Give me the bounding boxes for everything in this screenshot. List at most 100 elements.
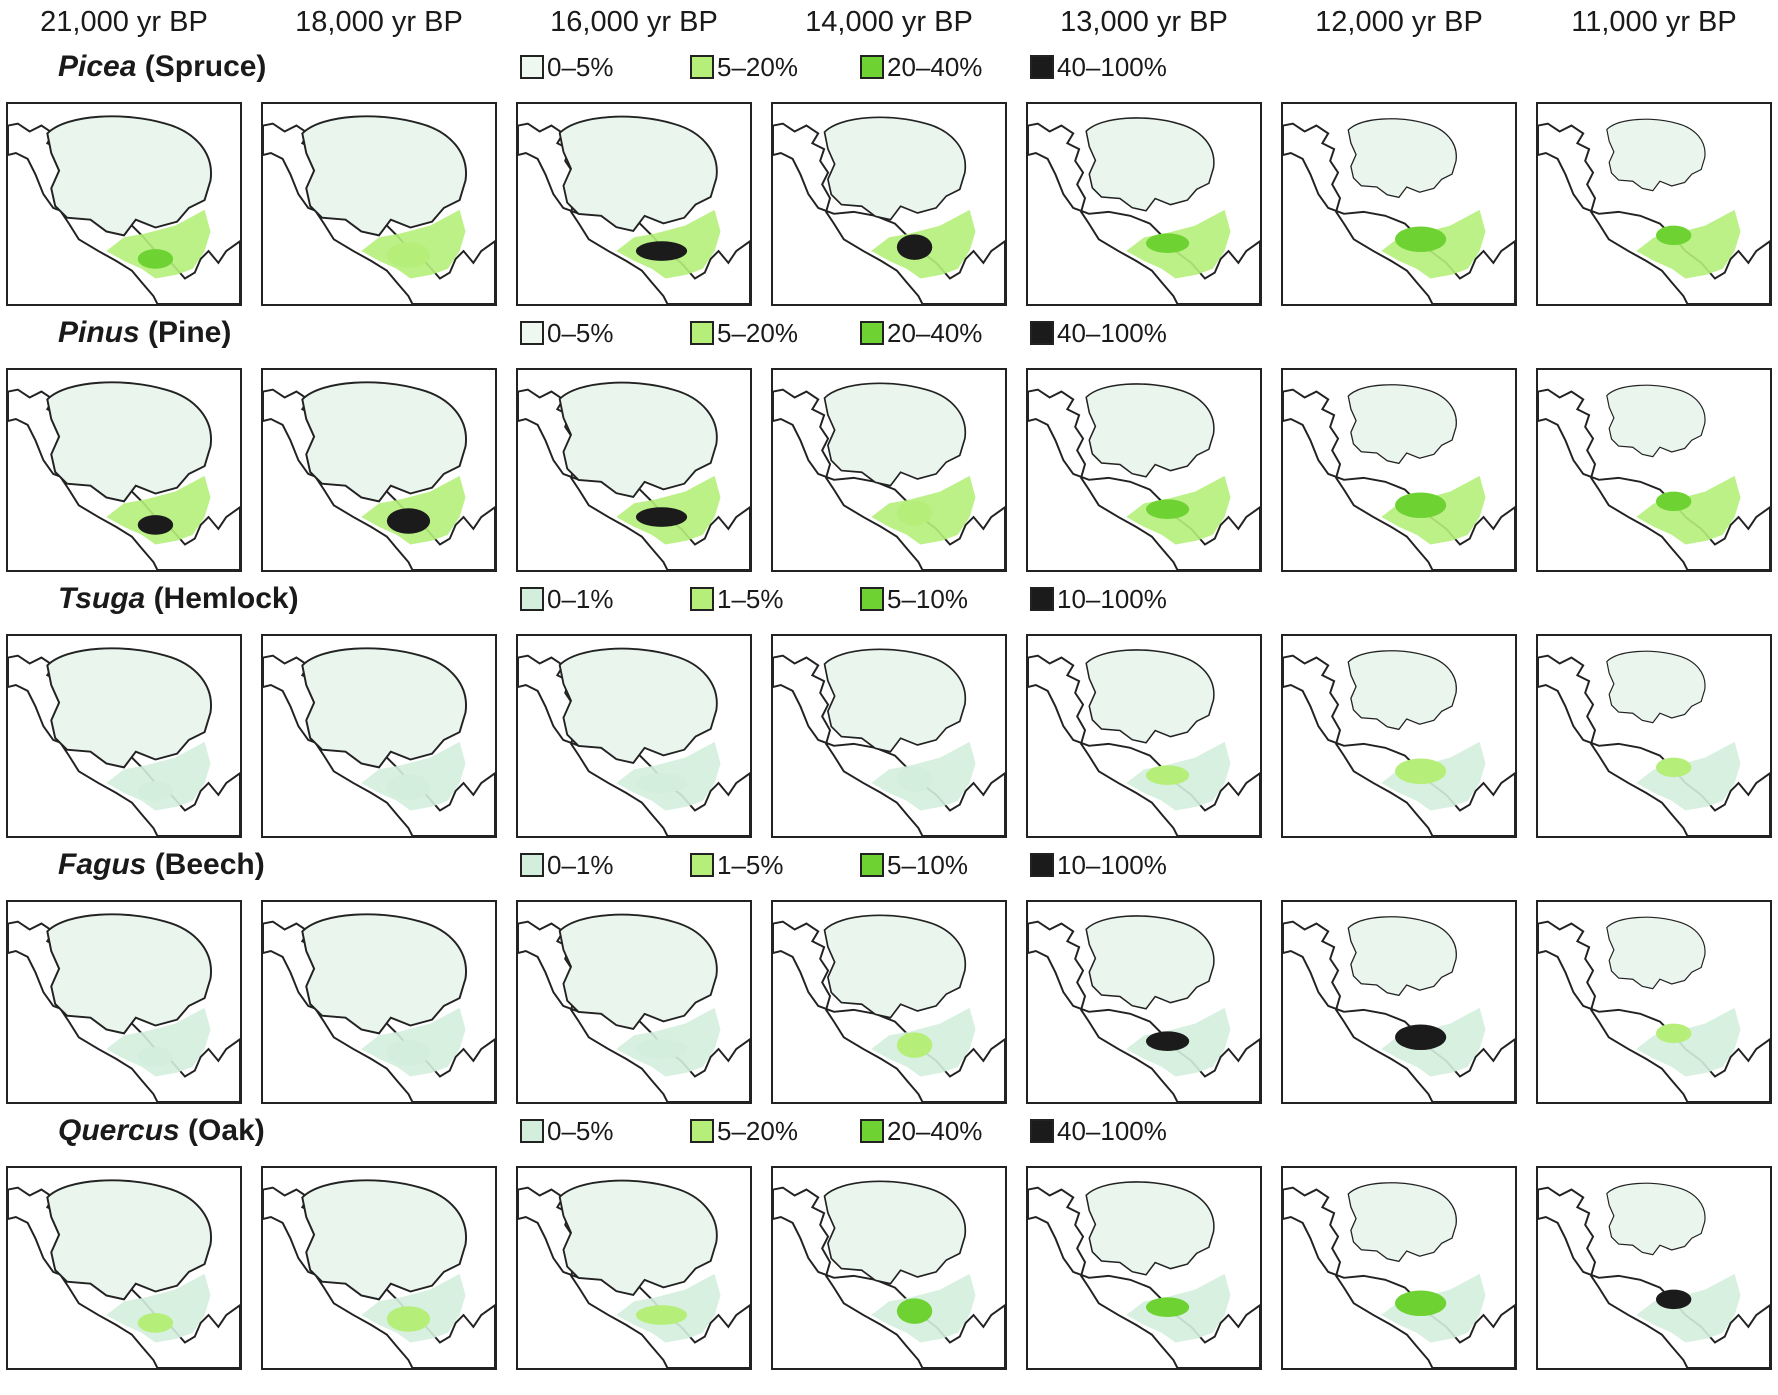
continent-outline	[1538, 388, 1770, 570]
north-america-map	[263, 902, 495, 1102]
map-panel	[1281, 900, 1517, 1104]
north-america-map	[8, 370, 240, 570]
pollen-range-low	[1636, 209, 1741, 279]
north-america-map	[1283, 1168, 1515, 1368]
pollen-range-core	[137, 249, 174, 269]
legend-label: 20–40%	[887, 1115, 983, 1146]
ice-sheet	[1347, 650, 1457, 731]
map-panel	[1281, 102, 1517, 306]
legend-swatch	[860, 853, 884, 877]
continent-outline	[1028, 122, 1260, 304]
legend-label: 40–100%	[1057, 317, 1167, 348]
north-america-map	[263, 370, 495, 570]
legend-item: 20–40%	[860, 318, 982, 348]
north-america-map	[773, 1168, 1005, 1368]
north-america-map	[773, 370, 1005, 570]
map-panel	[1026, 634, 1262, 838]
continent-outline	[1283, 654, 1515, 836]
ice-sheet	[1085, 383, 1215, 478]
north-america-map	[1283, 902, 1515, 1102]
continent-outline	[1283, 1186, 1515, 1368]
taxon-title: Quercus (Oak)	[58, 1114, 265, 1148]
legend-swatch	[690, 853, 714, 877]
map-panel	[1026, 900, 1262, 1104]
ice-sheet	[1347, 118, 1457, 199]
legend-swatch	[520, 1119, 544, 1143]
pollen-range-low	[106, 1273, 211, 1343]
map-panel	[261, 1166, 497, 1370]
legend-item: 0–1%	[520, 584, 614, 614]
legend-label: 5–20%	[717, 51, 798, 82]
ice-sheet	[301, 381, 467, 503]
continent-outline	[1283, 388, 1515, 570]
ice-sheet	[558, 381, 718, 498]
north-america-map	[1283, 104, 1515, 304]
map-panel	[1536, 634, 1772, 838]
north-america-map	[518, 370, 750, 570]
map-panel	[6, 900, 242, 1104]
column-header: 16,000 yr BP	[550, 6, 718, 38]
map-panel	[261, 102, 497, 306]
map-panel	[261, 634, 497, 838]
pollen-range-core	[896, 1298, 933, 1324]
map-panel	[771, 368, 1007, 572]
pollen-range-core	[1655, 491, 1692, 512]
continent-outline	[1538, 1186, 1770, 1368]
column-header: 12,000 yr BP	[1315, 6, 1483, 38]
taxon-genus: Tsuga	[58, 582, 146, 615]
pollen-range-core	[635, 1305, 688, 1325]
north-america-map	[773, 902, 1005, 1102]
ice-sheet	[46, 647, 212, 769]
legend-swatch	[1030, 321, 1054, 345]
north-america-map	[263, 1168, 495, 1368]
legend-label: 10–100%	[1057, 849, 1167, 880]
continent-outline	[1538, 920, 1770, 1102]
pollen-range-core	[137, 1313, 174, 1333]
legend-label: 10–100%	[1057, 583, 1167, 614]
legend-label: 1–5%	[717, 583, 784, 614]
pollen-range-low	[106, 1007, 211, 1077]
legend-item: 40–100%	[1030, 1116, 1167, 1146]
continent-outline	[1028, 1186, 1260, 1368]
legend-swatch	[1030, 1119, 1054, 1143]
taxon-genus: Picea	[58, 50, 137, 83]
map-panel	[1536, 368, 1772, 572]
pollen-range-low	[1636, 475, 1741, 545]
north-america-map	[518, 902, 750, 1102]
pollen-range-low	[106, 209, 211, 279]
ice-sheet	[1085, 1181, 1215, 1276]
north-america-map	[518, 636, 750, 836]
map-panel	[261, 900, 497, 1104]
north-america-map	[1538, 370, 1770, 570]
continent-outline	[1538, 122, 1770, 304]
continent-outline	[773, 920, 1005, 1102]
ice-sheet	[301, 647, 467, 769]
pollen-range-core	[635, 241, 688, 261]
north-america-map	[1538, 1168, 1770, 1368]
legend-item: 0–1%	[520, 850, 614, 880]
north-america-map	[1028, 636, 1260, 836]
map-panel	[1536, 102, 1772, 306]
legend-label: 5–20%	[717, 1115, 798, 1146]
ice-sheet	[301, 913, 467, 1035]
north-america-map	[8, 902, 240, 1102]
north-america-map	[263, 636, 495, 836]
ice-sheet	[1606, 1182, 1706, 1256]
pollen-range-low	[106, 741, 211, 811]
ice-sheet	[1606, 916, 1706, 990]
legend-label: 5–20%	[717, 317, 798, 348]
north-america-map	[518, 1168, 750, 1368]
taxon-genus: Quercus	[58, 1114, 180, 1147]
ice-sheet	[46, 381, 212, 503]
ice-sheet	[1606, 118, 1706, 192]
legend-label: 0–1%	[547, 583, 614, 614]
continent-outline	[773, 388, 1005, 570]
pollen-range-core	[1145, 1297, 1190, 1318]
column-header: 11,000 yr BP	[1571, 6, 1737, 38]
legend-label: 0–5%	[547, 317, 614, 348]
north-america-map	[1283, 370, 1515, 570]
legend-swatch	[690, 55, 714, 79]
legend-item: 1–5%	[690, 584, 784, 614]
map-panel	[771, 1166, 1007, 1370]
